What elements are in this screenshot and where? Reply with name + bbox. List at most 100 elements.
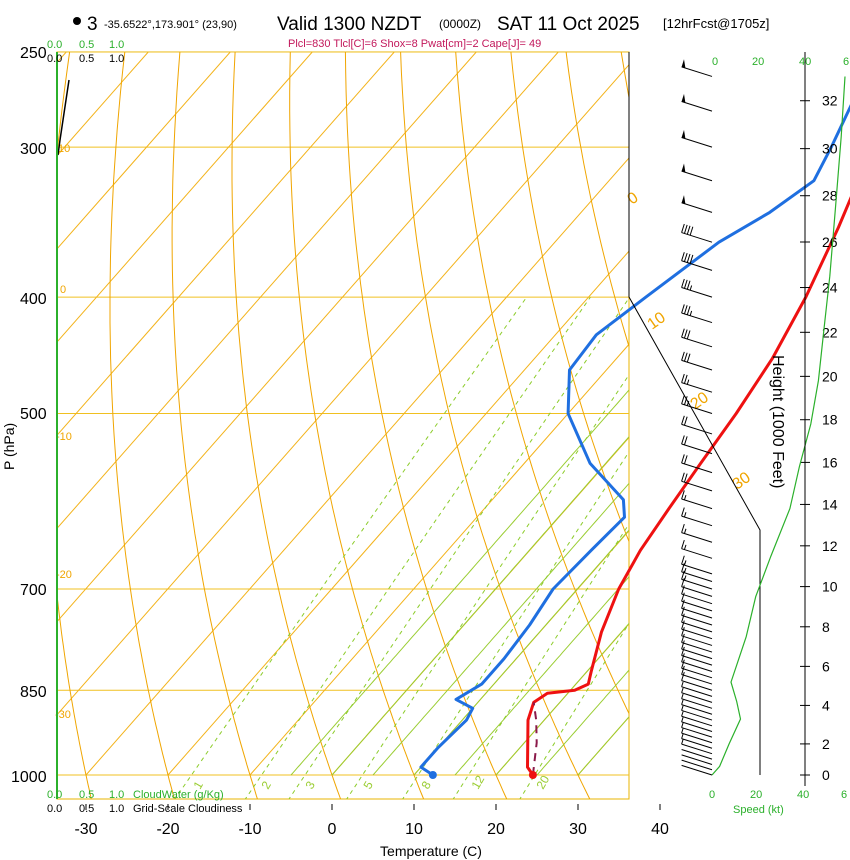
height-tick-12: 12 [822, 538, 838, 554]
wind-barb-full [686, 306, 691, 315]
wind-barb-full [686, 253, 691, 263]
speed-top-40: 40 [799, 56, 811, 68]
dry-adiabat-50 [510, 52, 629, 543]
wind-barb-staff [681, 548, 713, 559]
wind-barb-full [686, 353, 691, 363]
wind-barb-half [681, 681, 684, 687]
height-tick-22: 22 [822, 324, 838, 340]
dry-adiabat-40 [455, 52, 629, 715]
height-tick-14: 14 [822, 496, 838, 512]
theta-side-10: 10 [58, 143, 70, 155]
wind-barb [681, 395, 713, 414]
height-tick-6: 6 [822, 658, 830, 674]
wind-barb-full [681, 633, 685, 643]
wind-barb-half [689, 310, 693, 316]
wind-barb-staff [681, 635, 713, 646]
pressure-tick-1000: 1000 [11, 769, 47, 786]
station-marker-dot [73, 17, 81, 25]
mixing-ratio-20 [519, 622, 629, 799]
height-tick-18: 18 [822, 412, 838, 428]
parcel-line [531, 702, 538, 776]
wind-barb [681, 252, 713, 271]
moist-adiabat--5 [290, 389, 629, 776]
wind-barb [681, 163, 713, 182]
wind-barb [681, 665, 713, 685]
wind-barb [681, 681, 713, 697]
mixing-ratio-1 [174, 296, 528, 799]
wind-barb-half [686, 379, 690, 385]
wind-barb [681, 733, 713, 749]
wind-barb-full [681, 627, 685, 636]
wind-barb-staff [681, 532, 713, 543]
mixing-ratio-8 [402, 451, 629, 799]
wind-barb [681, 722, 713, 738]
wind-barb [681, 93, 713, 112]
mixing-ratio-label-8: 8 [418, 778, 434, 791]
wind-barb [681, 472, 713, 492]
wind-barb-staff [681, 563, 713, 575]
wind-barb-half [683, 512, 687, 518]
pressure-tick-300: 300 [20, 141, 47, 158]
moist-adiabat-20 [495, 622, 629, 776]
wind-barb-staff [681, 202, 713, 213]
surface-dewpoint-point [428, 771, 437, 779]
wind-barb-staff [681, 66, 713, 77]
wind-barb-staff [681, 593, 713, 605]
wind-barb-full [686, 330, 691, 340]
wind-barb-full [681, 395, 685, 405]
speed-bottom-40: 40 [797, 789, 809, 801]
wind-barb-staff [681, 759, 713, 771]
pressure-tick-500: 500 [20, 406, 47, 423]
dry-adiabat--20 [109, 52, 175, 799]
moist-adiabat-5 [372, 482, 629, 776]
wind-barb-half [689, 285, 693, 291]
wind-barb [681, 728, 713, 744]
wind-barb [681, 671, 713, 691]
wind-barb-full [683, 416, 688, 426]
mixing-ratio-3 [288, 297, 629, 799]
mixing-ratio-5 [346, 374, 629, 799]
height-tick-4: 4 [822, 697, 830, 713]
moist-adiabat-30 [577, 716, 629, 776]
wind-barb-full [681, 252, 685, 261]
height-tick-8: 8 [822, 619, 830, 635]
theta-label-30: 30 [730, 469, 754, 493]
wind-barb-staff [681, 578, 713, 590]
wind-barb [681, 633, 713, 653]
x-tick-m10: -10 [238, 821, 261, 838]
wind-barb [681, 699, 713, 715]
x-tick-m20: -20 [156, 821, 179, 838]
wind-barb [681, 759, 713, 771]
wind-barb-staff [681, 727, 713, 738]
wind-barb [681, 754, 713, 765]
wind-barb-half [681, 699, 684, 705]
cloudwater-top-05: 0.5 [79, 39, 94, 51]
theta-side-0: 0 [60, 284, 66, 296]
theta-side-m10: -10 [56, 431, 72, 443]
dry-adiabat-60 [565, 52, 629, 349]
wind-barb-half [681, 717, 684, 723]
wind-barb-staff [681, 648, 713, 660]
wind-barb-full [681, 592, 685, 602]
wind-barb-full [681, 585, 685, 595]
wind-barb-full [681, 415, 685, 425]
theta-side-m30: -30 [55, 709, 71, 721]
wind-barb [681, 653, 713, 672]
y-axis-label: P (hPa) [1, 423, 17, 470]
wind-barb-full [683, 279, 688, 289]
wind-barb-staff [681, 614, 713, 626]
cloudwater-bottom-1: 1.0 [109, 789, 124, 801]
wind-barb-full [683, 329, 688, 339]
wind-barb-full [681, 646, 685, 656]
wind-barb [681, 620, 713, 640]
wind-barb [681, 749, 713, 760]
wind-barb-full [686, 280, 691, 290]
wind-barb-half [681, 687, 684, 693]
wind-barb-staff [681, 692, 713, 703]
wind-barb-full [683, 352, 688, 362]
pressure-tick-400: 400 [20, 291, 47, 308]
plot-frame [56, 51, 630, 800]
dry-adiabat-30 [400, 52, 591, 799]
wind-barb-half [681, 739, 684, 745]
